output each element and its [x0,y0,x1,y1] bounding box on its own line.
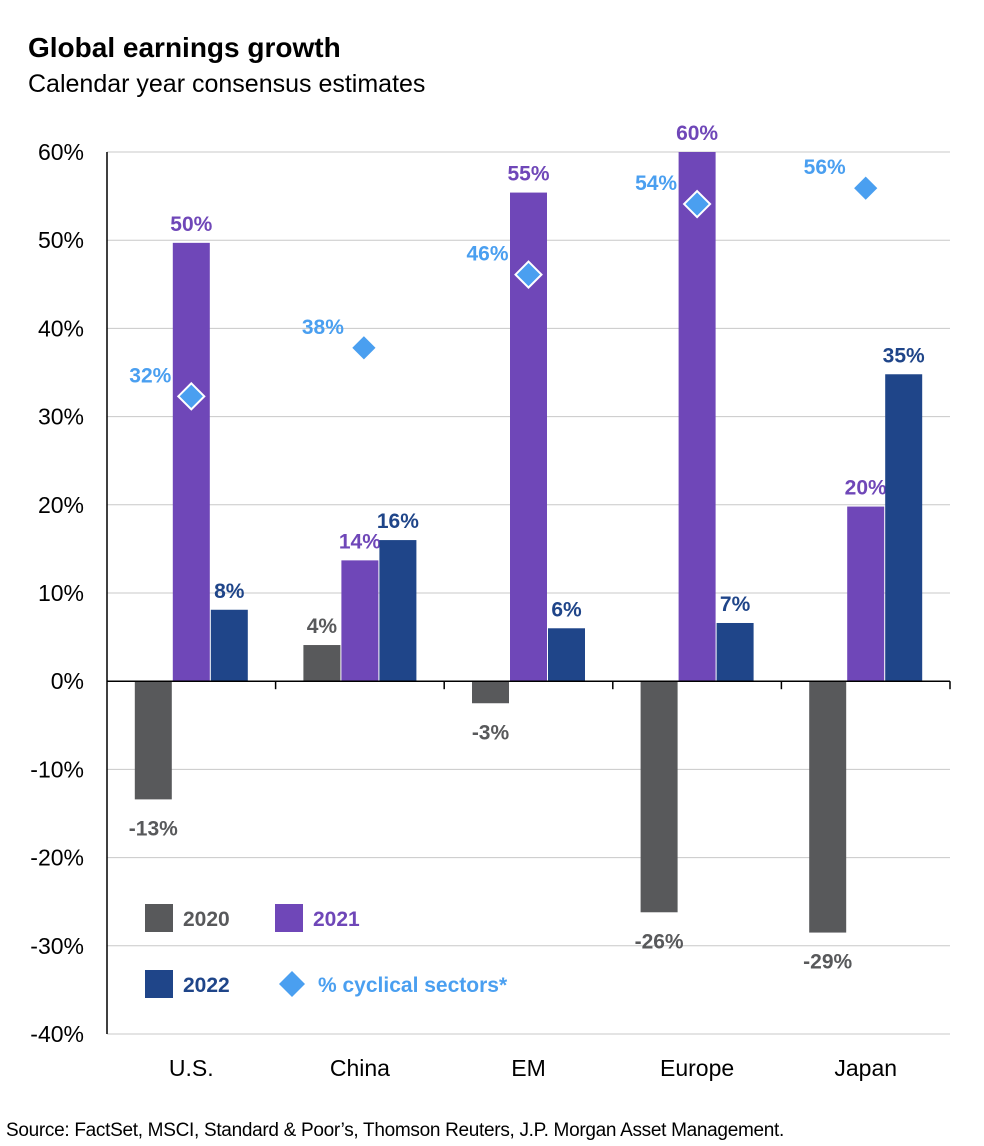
bar-2022-Japan [885,374,923,682]
data-label: 35% [883,344,925,367]
data-label: 50% [170,213,212,236]
y-tick-label: 60% [38,139,84,165]
cyclical-marker-Europe [682,189,712,219]
y-tick-label: 10% [38,580,84,606]
bar-2022-U.S. [210,609,248,682]
data-label: 14% [339,530,381,553]
x-tick-label: China [330,1055,390,1081]
chart-title: Global earnings growth [28,32,341,63]
x-tick-label: EM [511,1055,546,1081]
legend-label: % cyclical sectors* [318,974,508,997]
bar-2020-EM [472,681,509,704]
y-tick-label: -40% [30,1021,84,1047]
marker-label: 32% [129,364,171,387]
data-label: 20% [845,477,887,500]
bar-2020-U.S. [134,681,172,800]
bar-2021-Europe [678,152,716,682]
marker-label: 46% [466,243,508,266]
data-label: 8% [214,580,245,603]
marker-label: 38% [302,316,344,339]
data-label: -3% [472,721,510,744]
y-tick-label: -20% [30,845,84,871]
marker-label: 54% [635,172,677,195]
bar-2022-China [379,540,417,682]
data-label: 60% [676,122,718,145]
legend-swatch-2020 [145,904,173,932]
data-label: -29% [803,951,852,974]
cyclical-marker-China [349,333,379,363]
y-tick-label: 20% [38,492,84,518]
earnings-growth-chart: 60% 50% 40% 30% 20% 10% 0% -10% -20% -30% -40% -13%… [30,122,951,1081]
data-label: 55% [507,163,549,186]
data-label: -13% [129,817,178,840]
bar-2020-Europe [640,681,678,913]
data-label: 4% [307,615,338,638]
y-tick-label: -30% [30,933,84,959]
bar-2020-Japan [809,681,847,933]
legend-label: 2022 [183,974,230,997]
source-note: Source: FactSet, MSCI, Standard & Poor’s… [6,1120,784,1141]
x-tick-label: Europe [660,1055,734,1081]
cyclical-marker-Japan [851,173,881,203]
y-tick-label: 50% [38,227,84,253]
y-tick-label: 30% [38,404,84,430]
x-tick-label: U.S. [169,1055,214,1081]
legend-swatch-2021 [275,904,303,932]
bar-2021-U.S. [172,242,210,682]
y-tick-label: -10% [30,756,84,782]
x-tick-label: Japan [834,1055,897,1081]
bar-2021-China [341,560,379,682]
legend-label: 2020 [183,908,230,931]
data-label: 7% [720,593,751,616]
y-tick-label: 40% [38,315,84,341]
y-tick-label: 0% [51,668,84,694]
data-label: 6% [551,598,582,621]
legend-label: 2021 [313,908,360,931]
legend-marker-cyclical [279,971,305,997]
bar-2020-China [303,645,341,682]
cyclical-marker-U.S. [176,381,206,411]
data-label: -26% [635,930,684,953]
bar-2021-Japan [847,506,885,682]
cyclical-marker-EM [514,260,543,290]
bar-2022-EM [548,628,585,682]
chart-subtitle: Calendar year consensus estimates [28,70,426,98]
data-label: 16% [377,510,419,533]
bar-2022-Europe [716,622,754,682]
marker-label: 56% [804,156,846,179]
legend-swatch-2022 [145,970,173,998]
